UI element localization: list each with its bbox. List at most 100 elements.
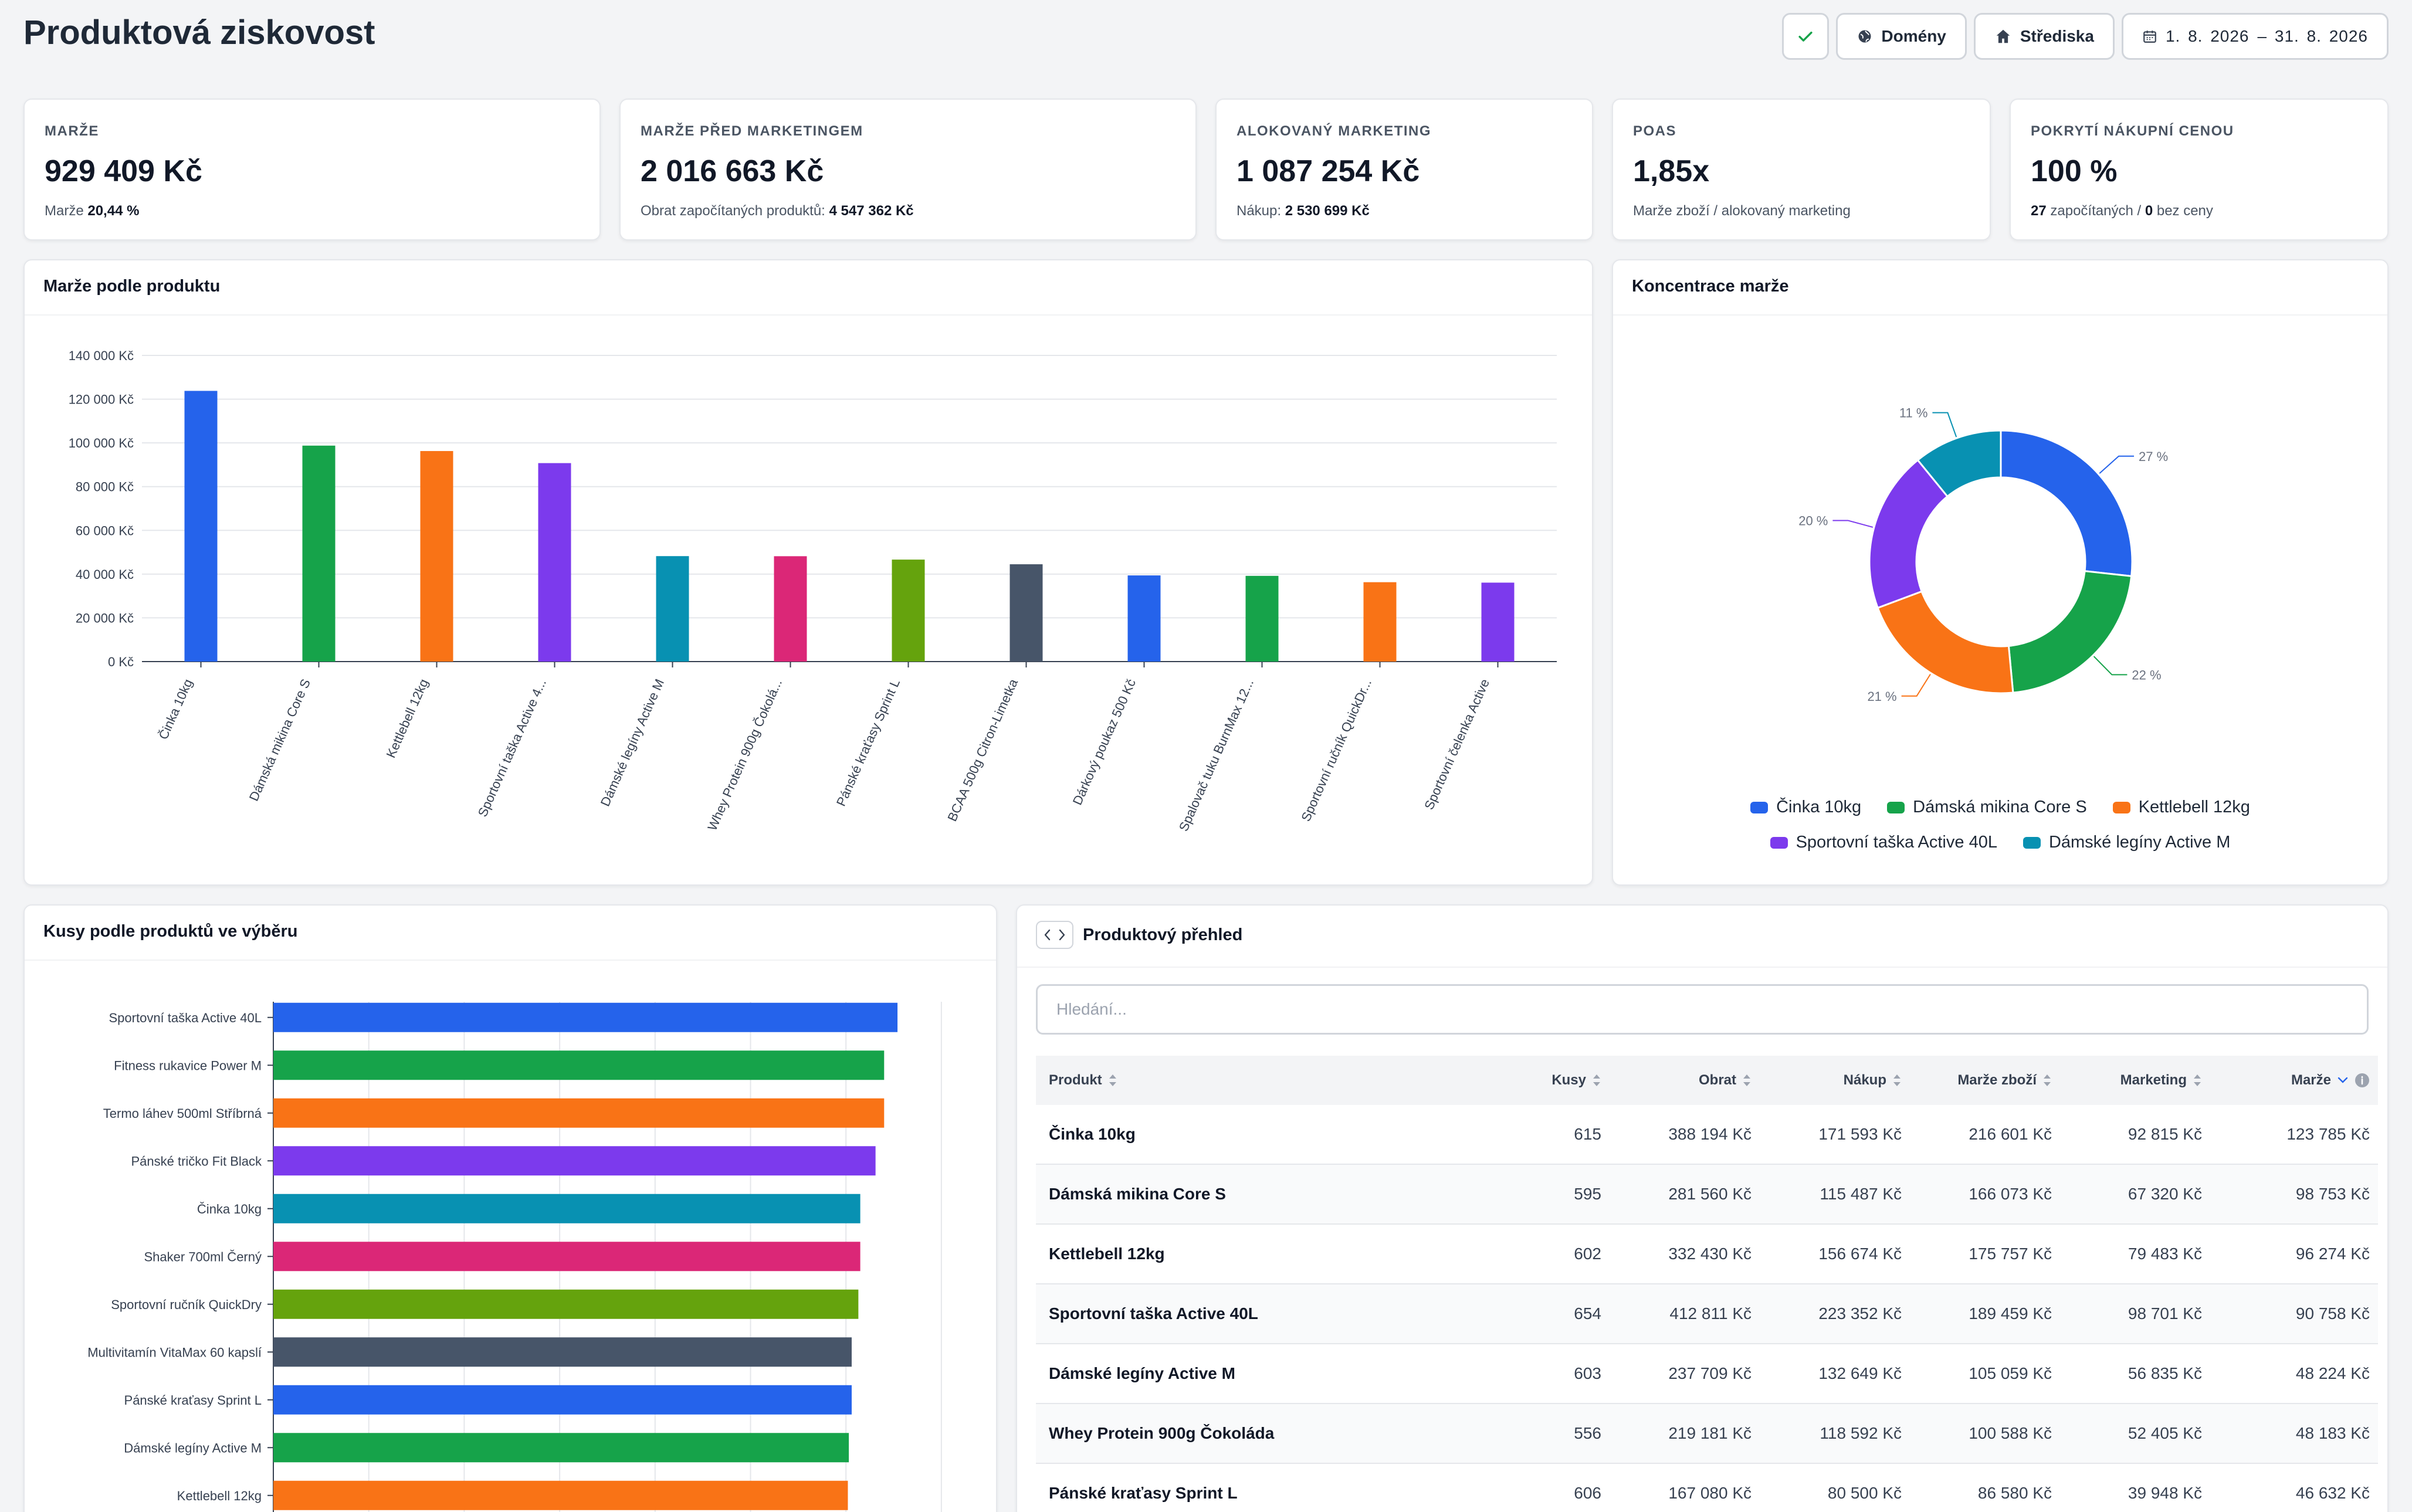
chevron-left-icon[interactable]	[1044, 928, 1052, 941]
table-header: Produkt Kusy Obrat Nákup Marže zboží Mar…	[1036, 1056, 2378, 1105]
chart-title: Koncentrace marže	[1632, 277, 1789, 296]
divider	[1613, 314, 2387, 316]
kpi-label: Alokovaný marketing	[1237, 123, 1432, 139]
x-tick-label: Sportovní ručník QuickDr...	[1298, 677, 1374, 823]
sort-icon[interactable]	[1108, 1073, 1117, 1088]
date-range-picker[interactable]: 1. 8. 2026 – 31. 8. 2026	[2121, 13, 2389, 60]
product-name-cell: Dámská mikina Core S	[1049, 1185, 1226, 1203]
column-header-units[interactable]: Kusy	[1551, 1056, 1601, 1105]
margin-bar-chart: 0 Kč 20 000 Kč 40 000 Kč 60 000 Kč 80 000 Kč…	[69, 348, 1557, 833]
sort-icon[interactable]	[1742, 1073, 1752, 1088]
date-to: – 31. 8. 2026	[2257, 27, 2368, 45]
legend-item[interactable]: Dámská mikina Core S	[1887, 798, 2087, 817]
chart-legend: Činka 10kg Dámská mikina Core S Kettlebe…	[1613, 798, 2387, 817]
y-tick-label: Sportovní taška Active 40L	[109, 1011, 262, 1025]
domains-filter-button[interactable]: Domény	[1836, 13, 1967, 60]
column-header-purchase[interactable]: Nákup	[1844, 1056, 1902, 1105]
table-row[interactable]: Dámská mikina Core S 595 281 560 Kč 115 487…	[1036, 1165, 2378, 1225]
x-tick-label: Kettlebell 12kg	[384, 677, 432, 760]
chart-legend: Sportovní taška Active 40L Dámské legíny…	[1613, 833, 2387, 852]
goods-margin-cell: 175 757 Kč	[1969, 1245, 2052, 1263]
column-header-goods-margin[interactable]: Marže zboží	[1957, 1056, 2052, 1105]
chevron-down-icon[interactable]	[2337, 1076, 2349, 1084]
units-cell: 615	[1574, 1125, 1601, 1143]
legend-swatch	[1770, 836, 1788, 849]
column-header-product[interactable]: Produkt	[1049, 1056, 1117, 1105]
domains-filter-label: Domény	[1881, 27, 1946, 45]
legend-item[interactable]: Kettlebell 12kg	[2112, 798, 2250, 817]
x-tick-label: Dárkový poukaz 500 Kč	[1070, 677, 1139, 807]
y-tick-label: 120 000 Kč	[69, 392, 134, 407]
calendar-icon	[2143, 30, 2156, 43]
kpi-label: Marže před marketingem	[641, 123, 863, 139]
slice-leader-line	[1932, 412, 1957, 438]
bar	[273, 1337, 852, 1367]
units-cell: 556	[1574, 1424, 1601, 1442]
kpi-card-margin: Marže 929 409 Kč Marže 20,44 %	[23, 99, 601, 240]
y-tick-label: 40 000 Kč	[76, 567, 134, 582]
page-title: Produktová ziskovost	[23, 13, 375, 52]
purchase-cell: 80 500 Kč	[1827, 1484, 1902, 1502]
slice-leader-line	[2093, 656, 2128, 676]
info-icon[interactable]	[2355, 1073, 2370, 1088]
y-tick-label: Multivitamín VitaMax 60 kapslí	[87, 1345, 262, 1360]
units-cell: 603	[1574, 1364, 1601, 1382]
sort-icon[interactable]	[2042, 1073, 2052, 1088]
kpi-card-cost-coverage: Pokrytí nákupní cenou 100 % 27 započítan…	[2010, 99, 2389, 240]
bar	[273, 1194, 861, 1223]
table-row[interactable]: Whey Protein 900g Čokoláda 556 219 181 Kč 1…	[1036, 1404, 2378, 1464]
margin-cell: 90 758 Kč	[2295, 1304, 2370, 1323]
legend-item[interactable]: Sportovní taška Active 40L	[1770, 833, 1997, 852]
slice-value-label: 21 %	[1867, 689, 1896, 704]
margin-donut-chart: 27 % 22 % 21 % 20 % 11 %	[1798, 406, 2168, 704]
column-header-revenue[interactable]: Obrat	[1699, 1056, 1752, 1105]
kpi-sub: Obrat započítaných produktů: 4 547 362 K…	[641, 203, 914, 219]
search-input[interactable]	[1036, 984, 2369, 1035]
marketing-cell: 52 405 Kč	[2128, 1424, 2202, 1442]
bar	[273, 1146, 876, 1176]
sort-icon[interactable]	[1592, 1073, 1601, 1088]
centers-filter-button[interactable]: Střediska	[1973, 13, 2115, 60]
column-header-margin[interactable]: Marže	[2291, 1056, 2370, 1105]
legend-swatch	[1750, 801, 1769, 813]
slice-value-label: 27 %	[2139, 449, 2168, 464]
divider	[25, 314, 1592, 316]
x-tick-label: Činka 10kg	[155, 677, 195, 742]
product-name-cell: Sportovní taška Active 40L	[1049, 1304, 1258, 1323]
units-cell: 654	[1574, 1304, 1601, 1323]
panel-nav-arrows[interactable]	[1036, 921, 1073, 949]
column-header-marketing[interactable]: Marketing	[2120, 1056, 2202, 1105]
y-tick-label: Činka 10kg	[197, 1202, 262, 1216]
kpi-label: POAS	[1633, 123, 1677, 139]
globe-icon	[1858, 30, 1871, 43]
bar	[273, 1433, 849, 1463]
bar	[1127, 575, 1161, 662]
y-tick-label: 100 000 Kč	[69, 436, 134, 450]
sort-icon[interactable]	[2193, 1073, 2202, 1088]
table-row[interactable]: Sportovní taška Active 40L 654 412 811 Kč 2…	[1036, 1284, 2378, 1344]
margin-concentration-card: Koncentrace marže 27 % 22 % 21 % 20 % 11 % Č…	[1612, 259, 2389, 886]
kpi-sub: Marže zboží / alokovaný marketing	[1633, 203, 1851, 219]
margin-by-product-card: Marže podle produktu 0 Kč 20 000 Kč 40 000…	[23, 259, 1593, 886]
product-name-cell: Dámské legíny Active M	[1049, 1364, 1235, 1382]
bar	[302, 445, 336, 662]
x-tick-label: Pánské kraťasy Sprint L	[834, 677, 903, 808]
table-row[interactable]: Kettlebell 12kg 602 332 430 Kč 156 674 Kč 17…	[1036, 1225, 2378, 1284]
purchase-cell: 156 674 Kč	[1818, 1245, 1902, 1263]
apply-button[interactable]	[1782, 13, 1830, 60]
legend-item[interactable]: Činka 10kg	[1750, 798, 1861, 817]
kpi-card-poas: POAS 1,85x Marže zboží / alokovaný marke…	[1612, 99, 1991, 240]
marketing-cell: 79 483 Kč	[2128, 1245, 2202, 1263]
bar	[1009, 564, 1043, 662]
y-tick-label: Termo láhev 500ml Stříbrná	[103, 1106, 262, 1121]
table-row[interactable]: Činka 10kg 615 388 194 Kč 171 593 Kč 216 601…	[1036, 1105, 2378, 1165]
chevron-right-icon[interactable]	[1058, 928, 1066, 941]
legend-item[interactable]: Dámské legíny Active M	[2023, 833, 2230, 852]
table-row[interactable]: Pánské kraťasy Sprint L 606 167 080 Kč 80 5…	[1036, 1464, 2378, 1512]
x-tick-label: Dámské legíny Active M	[598, 677, 667, 809]
goods-margin-cell: 189 459 Kč	[1969, 1304, 2052, 1323]
sort-icon[interactable]	[1892, 1073, 1902, 1088]
bar	[273, 1480, 848, 1510]
slice-leader-line	[1901, 673, 1931, 697]
table-row[interactable]: Dámské legíny Active M 603 237 709 Kč 132 6…	[1036, 1344, 2378, 1404]
